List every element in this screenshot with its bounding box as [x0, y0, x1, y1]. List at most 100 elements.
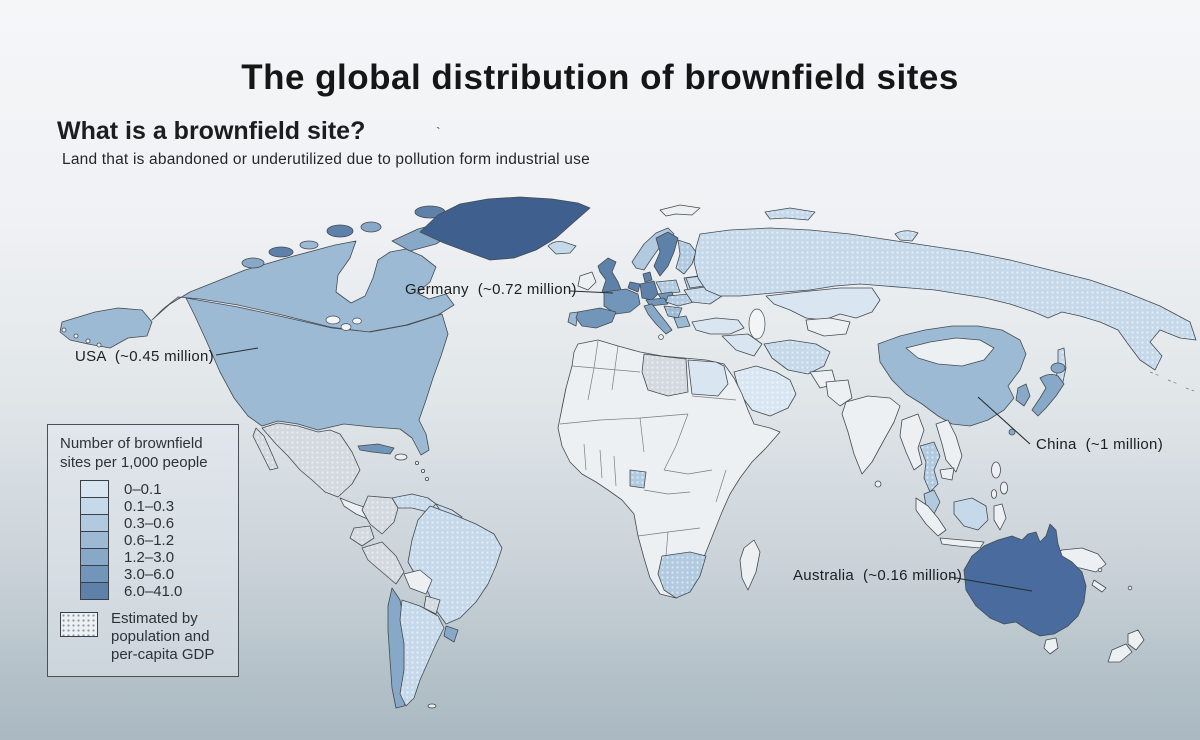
legend-range-label: 6.0–41.0 — [124, 583, 183, 600]
country-libya — [641, 353, 689, 397]
new-zealand-north — [1127, 629, 1145, 651]
leader-line-usa — [215, 347, 259, 356]
country-south-africa — [657, 551, 707, 599]
legend-swatch — [80, 514, 109, 532]
philippine-island — [991, 461, 1001, 479]
country-mexico — [261, 422, 361, 498]
pacific-island — [1097, 567, 1103, 573]
central-asia-states — [805, 317, 851, 337]
legend-scale: 0–0.1 0.1–0.3 0.3–0.6 0.6–1.2 1.2–3.0 3.… — [80, 480, 228, 600]
country-ecuador — [349, 525, 375, 547]
legend-class-row: 0.6–1.2 — [80, 531, 228, 549]
country-kazakhstan — [765, 287, 881, 321]
country-benelux — [627, 281, 641, 293]
page-title: The global distribution of brownfield si… — [241, 58, 959, 97]
country-denmark — [642, 271, 653, 283]
great-lake — [340, 323, 352, 331]
island-borneo — [953, 497, 989, 531]
philippine-island — [1000, 481, 1009, 495]
legend-swatch — [80, 565, 109, 583]
country-uruguay — [443, 625, 459, 643]
antilles-island — [420, 468, 425, 473]
legend-class-row: 1.2–3.0 — [80, 548, 228, 566]
country-turkey — [691, 317, 745, 335]
island-new-caledonia — [1091, 579, 1107, 593]
legend-estimated-line2: population and — [111, 628, 210, 645]
legend-title-line1: Number of brownfield — [60, 435, 203, 452]
svalbard — [659, 204, 701, 217]
legend-title: Number of brownfield sites per 1,000 peo… — [60, 434, 228, 472]
country-saudi-arabia — [733, 365, 797, 417]
country-bolivia — [403, 569, 433, 595]
aleutian-island — [61, 327, 67, 333]
legend-swatch — [80, 497, 109, 515]
great-lake — [352, 317, 362, 325]
country-italy — [643, 303, 673, 335]
legend-range-label: 3.0–6.0 — [124, 566, 175, 583]
arctic-island — [268, 246, 294, 258]
aleutian-dash-trail — [1149, 371, 1195, 392]
philippine-island — [991, 489, 998, 499]
legend-class-row: 3.0–6.0 — [80, 565, 228, 583]
legend-estimated-line1: Estimated by — [111, 610, 198, 627]
country-poland — [655, 279, 681, 295]
legend-class-row: 0–0.1 — [80, 480, 228, 498]
country-iran — [763, 339, 831, 375]
island-hokkaido — [1050, 362, 1066, 374]
great-lake — [325, 315, 341, 325]
country-greece — [673, 315, 691, 329]
country-india — [841, 395, 901, 475]
africa-borders — [559, 340, 737, 557]
island-tasmania — [1043, 637, 1059, 655]
country-thailand — [919, 441, 941, 493]
island-madagascar — [739, 539, 761, 591]
country-egypt — [687, 359, 729, 397]
country-russia — [693, 227, 1197, 371]
country-peru — [361, 541, 405, 585]
legend-dotted-swatch — [60, 612, 98, 637]
map-legend: Number of brownfield sites per 1,000 peo… — [47, 424, 239, 677]
balkans — [663, 305, 683, 319]
aleutian-island — [73, 333, 79, 339]
island-sicily — [658, 334, 664, 340]
legend-swatch — [80, 582, 109, 600]
country-canada — [151, 240, 455, 333]
hungary-romania — [665, 293, 695, 307]
country-paraguay — [423, 595, 441, 615]
legend-swatch — [80, 531, 109, 549]
country-spain — [575, 307, 617, 329]
legend-range-label: 0–0.1 — [124, 481, 162, 498]
island-sulawesi — [993, 503, 1007, 531]
country-portugal — [567, 311, 579, 327]
caspian-sea — [748, 308, 766, 340]
legend-range-label: 0.3–0.6 — [124, 515, 175, 532]
arctic-island — [360, 221, 382, 233]
annotation-china: China (~1 million) — [1036, 436, 1163, 453]
aleutian-island — [85, 338, 91, 344]
legend-swatch — [80, 480, 109, 498]
antilles-island — [424, 476, 429, 481]
leader-line-china — [977, 396, 1031, 445]
country-alaska — [59, 307, 153, 349]
island-hispaniola — [394, 453, 408, 461]
island-java — [939, 537, 985, 549]
legend-range-label: 0.1–0.3 — [124, 498, 175, 515]
annotation-usa: USA (~0.45 million) — [75, 348, 214, 365]
island-sumatra — [915, 497, 947, 537]
country-cambodia — [939, 467, 955, 481]
pacific-island — [1127, 585, 1133, 591]
country-germany — [639, 280, 659, 301]
novaya-zemlya — [764, 207, 816, 221]
country-korea — [1015, 383, 1031, 407]
country-brazil — [407, 505, 503, 625]
arctic-island — [299, 240, 319, 250]
leader-line-germany — [569, 290, 614, 294]
island-taiwan — [1008, 428, 1016, 436]
country-gabon — [629, 469, 647, 489]
country-france — [603, 288, 641, 315]
aleutian-island — [96, 342, 102, 348]
levant-iraq — [721, 333, 763, 357]
annotation-germany: Germany (~0.72 million) — [405, 281, 577, 298]
